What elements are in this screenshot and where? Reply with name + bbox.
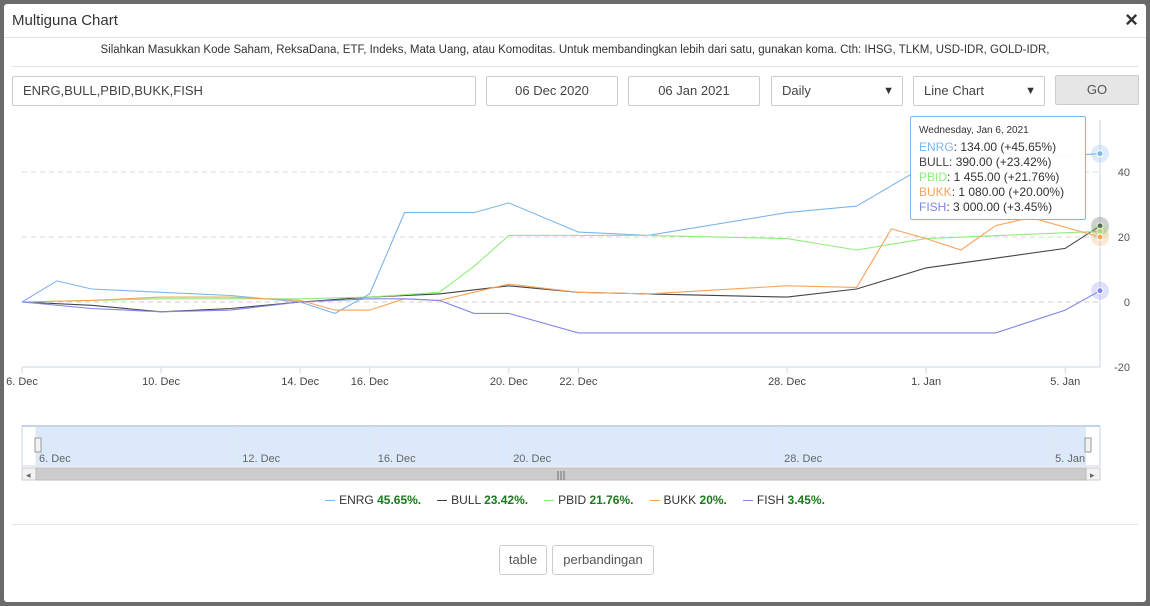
legend-item-bukk[interactable]: BUKK 20%.	[649, 493, 727, 507]
navigator-handle[interactable]	[34, 437, 42, 453]
tooltip-series-value: : 390.00 (+23.42%)	[949, 155, 1052, 169]
legend-series-pct: 3.45%.	[787, 493, 825, 507]
navigator-tick-label: 6. Dec	[39, 453, 71, 465]
instructions-text: Silahkan Masukkan Kode Saham, ReksaDana,…	[100, 44, 1050, 56]
legend-series-pct: 45.65%.	[377, 493, 422, 507]
tooltip-row: BUKK: 1 080.00 (+20.00%)	[919, 185, 1077, 200]
period-select-value: Daily	[782, 83, 811, 98]
compare-button[interactable]: perbandingan	[552, 545, 654, 575]
legend-series-name: ENRG	[339, 493, 378, 507]
legend-series-pct: 23.42%.	[484, 493, 529, 507]
legend-series-pct: 21.76%.	[589, 493, 634, 507]
y-tick-label: -20	[1114, 362, 1130, 374]
x-tick-label: 1. Jan	[911, 376, 941, 388]
tooltip-row: FISH: 3 000.00 (+3.45%)	[919, 200, 1077, 215]
y-tick-label: 20	[1118, 232, 1130, 244]
hover-marker-fish	[1096, 287, 1104, 295]
scrollbar-thumb[interactable]	[35, 467, 1087, 481]
x-tick-label: 14. Dec	[281, 376, 319, 388]
x-tick-label: 16. Dec	[351, 376, 389, 388]
chart-legend: ENRG 45.65%. BULL 23.42%. PBID 21.76%. BUKK…	[4, 493, 1146, 507]
legend-series-name: PBID	[558, 493, 590, 507]
tooltip-series-value: : 1 080.00 (+20.00%)	[951, 185, 1065, 199]
hover-marker-enrg	[1096, 150, 1104, 158]
scroll-left-icon[interactable]: ◂	[26, 471, 31, 481]
tooltip-series-name: BUKK	[919, 185, 952, 199]
navigator-tick-label: 5. Jan	[1055, 453, 1085, 465]
close-icon[interactable]: ×	[1125, 7, 1138, 32]
divider	[12, 66, 1138, 67]
x-tick-label: 10. Dec	[142, 376, 180, 388]
x-tick-label: 5. Jan	[1050, 376, 1080, 388]
navigator-selection	[36, 427, 1086, 465]
hover-marker-bukk	[1096, 233, 1104, 241]
legend-line-icon	[437, 500, 448, 502]
tooltip-series-name: PBID	[919, 170, 948, 184]
period-select[interactable]: Daily ▼	[771, 76, 903, 106]
divider	[12, 524, 1138, 525]
scroll-right-icon[interactable]: ▸	[1090, 471, 1095, 481]
series-line-bukk	[21, 216, 1101, 311]
series-line-enrg	[21, 153, 1101, 314]
table-button[interactable]: table	[499, 545, 547, 575]
legend-series-name: BULL	[451, 493, 485, 507]
tooltip-row: BULL: 390.00 (+23.42%)	[919, 155, 1077, 170]
tooltip-row: ENRG: 134.00 (+45.65%)	[919, 140, 1077, 155]
y-tick-label: 40	[1118, 167, 1130, 179]
chart-type-select-value: Line Chart	[924, 83, 984, 98]
navigator-tick-label: 28. Dec	[784, 453, 822, 465]
chart-type-select[interactable]: Line Chart ▼	[913, 76, 1045, 106]
to-date-input[interactable]: 06 Jan 2021	[628, 76, 760, 106]
legend-series-name: BUKK	[663, 493, 700, 507]
x-tick-label: 22. Dec	[559, 376, 597, 388]
chart-modal: Multiguna Chart × Silahkan Masukkan Kode…	[4, 4, 1146, 602]
line-chart[interactable]: 40 20 0 -20 6. Dec 10. Dec 14. Dec 16. Dec 20. D…	[4, 112, 1146, 482]
series-line-fish	[21, 290, 1101, 334]
tooltip-series-name: FISH	[919, 200, 947, 214]
chart-tooltip: Wednesday, Jan 6, 2021 ENRG: 134.00 (+45…	[910, 116, 1086, 220]
navigator-tick-label: 16. Dec	[378, 453, 416, 465]
go-button[interactable]: GO	[1055, 75, 1139, 105]
legend-item-enrg[interactable]: ENRG 45.65%.	[325, 493, 421, 507]
tooltip-series-value: : 1 455.00 (+21.76%)	[947, 170, 1060, 184]
codes-input[interactable]: ENRG,BULL,PBID,BUKK,FISH	[12, 76, 476, 106]
tooltip-series-value: : 134.00 (+45.65%)	[953, 140, 1057, 154]
legend-line-icon	[544, 500, 555, 502]
navigator-tick-label: 20. Dec	[513, 453, 551, 465]
y-tick-label: 0	[1124, 297, 1130, 309]
from-date-input[interactable]: 06 Dec 2020	[486, 76, 618, 106]
legend-line-icon	[742, 500, 753, 502]
chevron-down-icon: ▼	[883, 85, 894, 97]
tooltip-series-value: : 3 000.00 (+3.45%)	[946, 200, 1053, 214]
x-tick-label: 6. Dec	[6, 376, 38, 388]
legend-item-fish[interactable]: FISH 3.45%.	[742, 493, 825, 507]
legend-series-name: FISH	[756, 493, 788, 507]
legend-item-bull[interactable]: BULL 23.42%.	[437, 493, 528, 507]
navigator-handle[interactable]	[1084, 437, 1092, 453]
chevron-down-icon: ▼	[1025, 85, 1036, 97]
x-tick-label: 20. Dec	[490, 376, 528, 388]
tooltip-date: Wednesday, Jan 6, 2021	[919, 125, 1029, 136]
x-tick-label: 28. Dec	[768, 376, 806, 388]
legend-line-icon	[649, 500, 660, 502]
modal-header: Multiguna Chart ×	[4, 4, 1146, 38]
scrollbar-grip-icon: |||	[556, 471, 565, 481]
tooltip-series-name: ENRG	[919, 140, 954, 154]
modal-title: Multiguna Chart	[12, 12, 118, 29]
legend-line-icon	[325, 500, 336, 502]
tooltip-row: PBID: 1 455.00 (+21.76%)	[919, 170, 1077, 185]
legend-item-pbid[interactable]: PBID 21.76%.	[544, 493, 634, 507]
legend-series-pct: 20%.	[699, 493, 727, 507]
navigator-tick-label: 12. Dec	[242, 453, 280, 465]
tooltip-series-name: BULL	[919, 155, 950, 169]
